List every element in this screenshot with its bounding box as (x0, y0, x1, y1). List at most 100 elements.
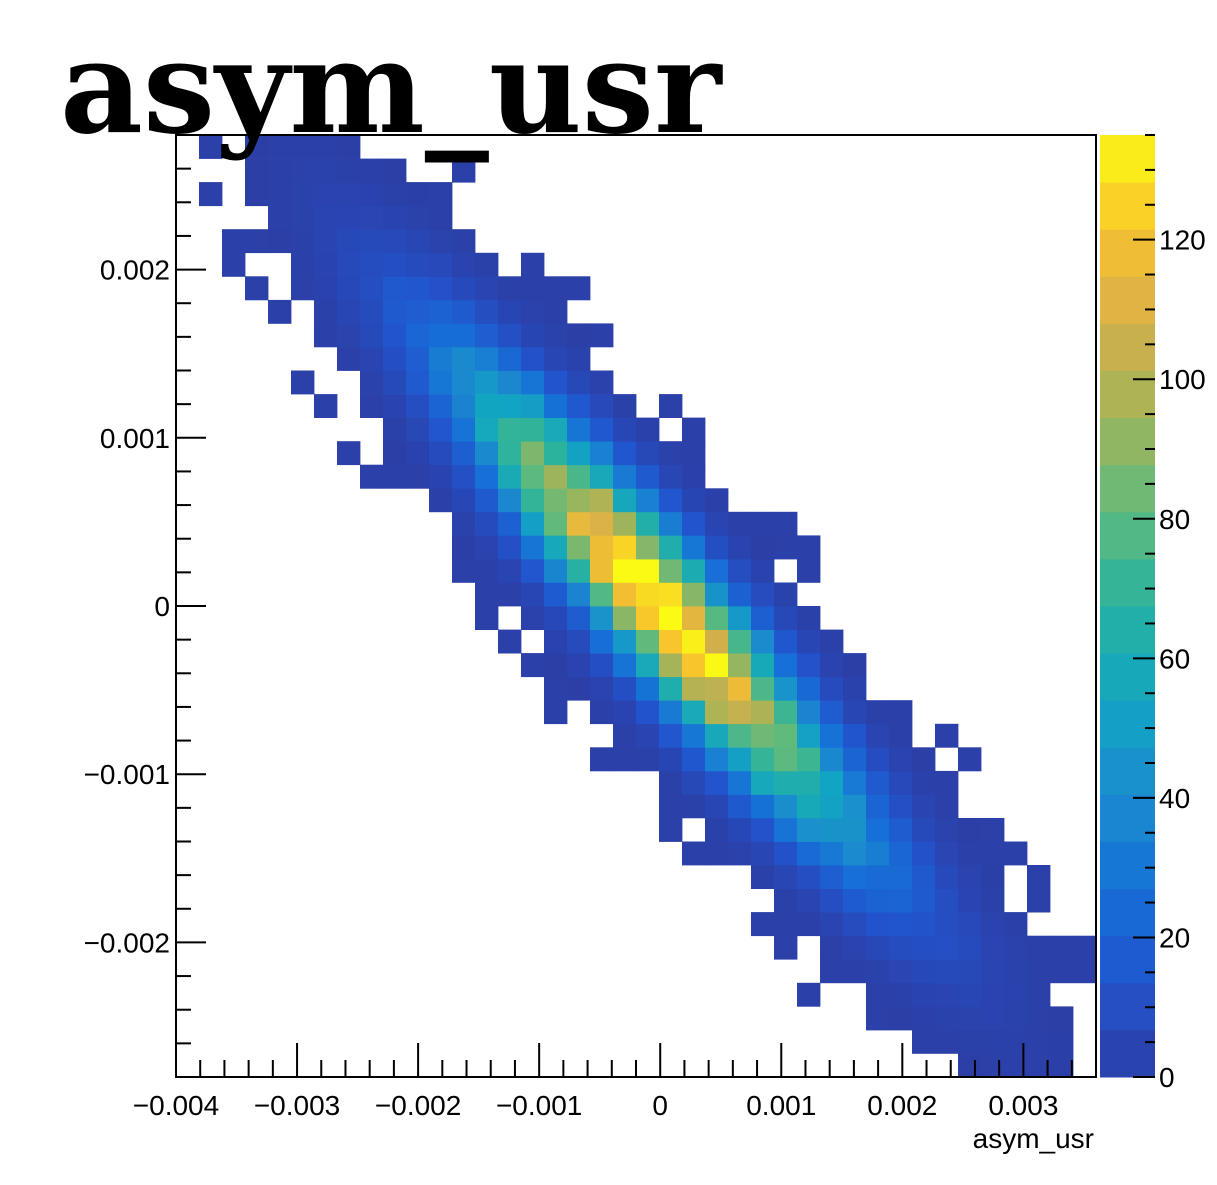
heatmap-bin (774, 865, 798, 889)
heatmap-bin (774, 676, 798, 701)
heatmap-bin (1050, 935, 1074, 960)
heatmap-bin (544, 346, 568, 371)
heatmap-bin (429, 229, 453, 254)
heatmap-bin (475, 417, 499, 442)
heatmap-bin (843, 841, 867, 866)
heatmap-bin (337, 135, 361, 159)
heatmap-bin (383, 346, 407, 371)
heatmap-bin (613, 558, 637, 583)
heatmap-bin (429, 417, 453, 442)
heatmap-bin (1004, 935, 1028, 960)
heatmap-bin (981, 982, 1005, 1007)
heatmap-bin (682, 558, 706, 583)
heatmap-bin (774, 629, 798, 654)
colorbar-band (1100, 370, 1155, 419)
colorbar-band (1100, 558, 1155, 607)
heatmap-bin (774, 841, 798, 866)
heatmap-bin (314, 158, 338, 183)
heatmap-bin (705, 747, 729, 772)
heatmap-bin (544, 535, 568, 560)
heatmap-bin (889, 888, 913, 913)
heatmap-bin (268, 205, 292, 230)
heatmap-bin (843, 912, 867, 937)
x-tick-label: 0.001 (746, 1090, 816, 1121)
heatmap-bin (636, 535, 660, 560)
heatmap-bin (452, 252, 476, 277)
heatmap-bin (820, 723, 844, 748)
heatmap-bin (659, 582, 683, 607)
heatmap-bin (958, 935, 982, 960)
colorbar-band (1100, 1029, 1155, 1078)
heatmap-cells (199, 135, 1097, 1078)
heatmap-bin (544, 441, 568, 466)
heatmap-bin (429, 323, 453, 348)
heatmap-bin (521, 464, 545, 489)
heatmap-bin (360, 464, 384, 489)
heatmap-bin (245, 276, 269, 301)
heatmap-bin (659, 394, 683, 418)
heatmap-bin (912, 1006, 936, 1031)
heatmap-bin (314, 205, 338, 230)
heatmap-bin (544, 370, 568, 395)
heatmap-bin (475, 299, 499, 324)
heatmap-bin (429, 299, 453, 324)
heatmap-bin (590, 582, 614, 607)
heatmap-bin (613, 629, 637, 654)
heatmap-bin (981, 959, 1005, 984)
y-tick-label: 0 (154, 591, 170, 622)
heatmap-bin (958, 841, 982, 866)
heatmap-bin (705, 558, 729, 583)
heatmap-bin (935, 865, 959, 889)
heatmap-bin (820, 841, 844, 866)
heatmap-bin (912, 888, 936, 913)
heatmap-bin (751, 794, 775, 819)
heatmap-bin (475, 323, 499, 348)
heatmap-bin (590, 323, 614, 348)
heatmap-bin (360, 299, 384, 324)
heatmap-bin (659, 723, 683, 748)
heatmap-bin (682, 511, 706, 536)
heatmap-bin (682, 417, 706, 442)
heatmap-bin (383, 252, 407, 277)
heatmap-bin (314, 229, 338, 254)
heatmap-bin (912, 818, 936, 842)
heatmap-bin (705, 770, 729, 795)
heatmap-bin (728, 723, 752, 748)
heatmap-bin (475, 582, 499, 607)
heatmap-bin (498, 535, 522, 560)
heatmap-bin (912, 865, 936, 889)
heatmap-bin (659, 558, 683, 583)
heatmap-bin (820, 629, 844, 654)
heatmap-bin (682, 464, 706, 489)
heatmap-bin (268, 182, 292, 207)
heatmap-bin (820, 794, 844, 819)
heatmap-bin (866, 959, 890, 984)
heatmap-bin (797, 982, 821, 1007)
heatmap-bin (613, 700, 637, 725)
heatmap-bin (383, 394, 407, 418)
heatmap-bin (291, 135, 315, 159)
heatmap-bin (590, 370, 614, 395)
heatmap-bin (199, 182, 223, 207)
colorbar-band (1100, 135, 1155, 183)
heatmap-bin (613, 441, 637, 466)
heatmap-bin (1027, 1053, 1051, 1078)
colorbar (1100, 135, 1155, 1078)
heatmap-bin (751, 700, 775, 725)
heatmap-bin (245, 182, 269, 207)
heatmap-bin (613, 723, 637, 748)
heatmap-bin (636, 629, 660, 654)
y-axis: 0.002 0.001 0 −0.001 −0.002 (84, 134, 206, 1078)
heatmap-bin (613, 653, 637, 678)
heatmap-bin (935, 912, 959, 937)
heatmap-bin (774, 888, 798, 913)
heatmap-bin (912, 982, 936, 1007)
heatmap-bin (567, 394, 591, 418)
x-tick-label: −0.002 (375, 1090, 461, 1121)
x-tick-label: −0.004 (133, 1090, 219, 1121)
heatmap-bin (797, 700, 821, 725)
y-tick-label: −0.002 (84, 927, 170, 958)
heatmap-bin (314, 252, 338, 277)
heatmap-bin (452, 535, 476, 560)
heatmap-bin (935, 1006, 959, 1031)
